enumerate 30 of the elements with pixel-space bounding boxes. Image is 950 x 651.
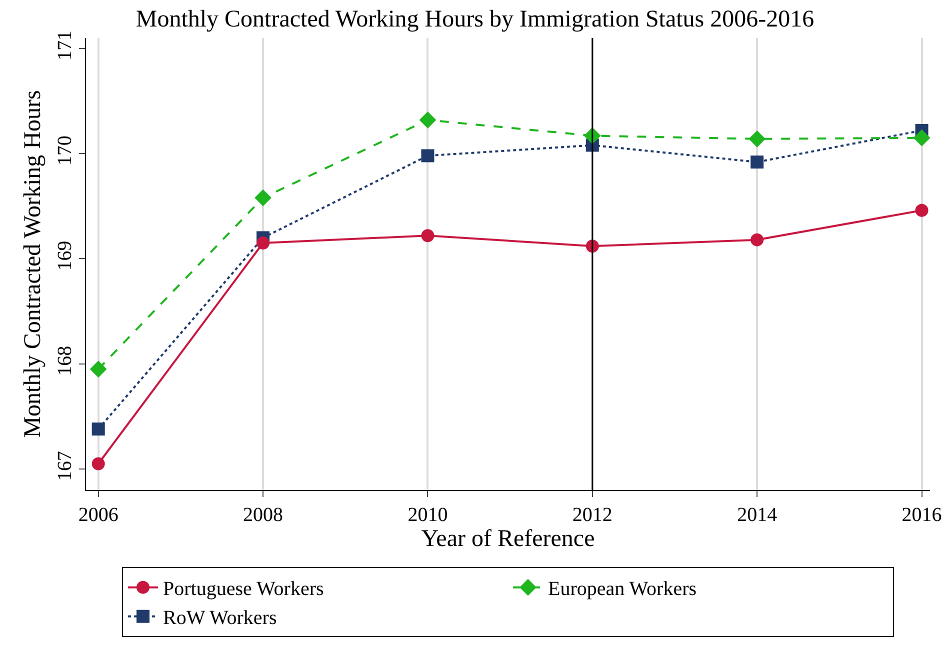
point — [256, 236, 270, 250]
y-tick-label: 169 — [54, 240, 76, 271]
point — [92, 457, 105, 470]
legend-label: European Workers — [548, 578, 697, 600]
point — [90, 360, 107, 378]
y-axis-title: Monthly Contracted Working Hours — [20, 90, 46, 438]
point — [913, 129, 930, 146]
point — [750, 233, 764, 246]
x-tick-label: 2008 — [243, 504, 284, 526]
point — [915, 204, 928, 217]
x-tick-label: 2012 — [572, 504, 612, 526]
x-tick-label: 2014 — [737, 504, 778, 526]
x-tick-label: 2016 — [902, 504, 942, 526]
x-axis-title: Year of Reference — [421, 526, 595, 552]
x-tick-label: 2010 — [408, 504, 448, 526]
legend-label: Portuguese Workers — [163, 578, 324, 600]
point — [419, 112, 436, 128]
point — [254, 189, 272, 206]
y-tick-label: 168 — [54, 346, 76, 376]
point — [421, 229, 434, 242]
legend-label: RoW Workers — [163, 607, 277, 630]
point — [92, 422, 105, 436]
point — [750, 156, 764, 169]
y-tick-label: 170 — [54, 136, 76, 166]
point — [421, 149, 434, 162]
point — [748, 130, 766, 148]
y-tick-label: 167 — [54, 450, 76, 481]
x-tick-label: 2006 — [78, 504, 118, 526]
chart-title: Monthly Contracted Working Hours by Immigration Status 2006-2016 — [136, 6, 814, 33]
y-tick-label: 171 — [54, 30, 76, 61]
